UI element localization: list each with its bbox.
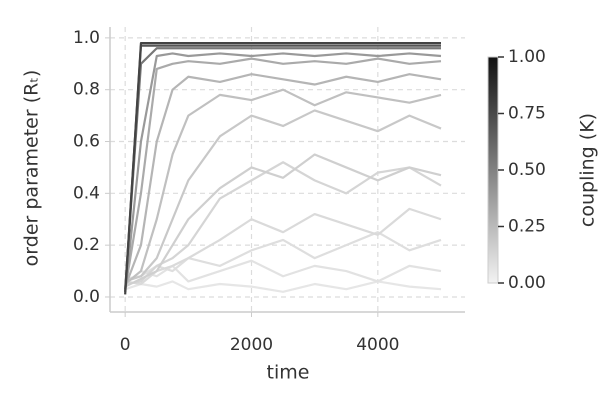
y-tick-label: 0.4 (73, 183, 100, 203)
colorbar-tick-label: 1.00 (508, 47, 546, 67)
colorbar-tick-label: 0.00 (508, 273, 546, 293)
y-tick-label: 0.6 (73, 132, 100, 152)
colorbar (487, 56, 499, 284)
y-tick-label: 0.2 (73, 235, 100, 255)
series-line (124, 161, 442, 286)
x-tick-label: 2000 (230, 335, 273, 355)
series-line (124, 259, 442, 285)
series-line (124, 231, 442, 280)
series-line (124, 57, 442, 290)
series-line (124, 41, 441, 295)
x-tick-label: 4000 (356, 335, 399, 355)
series-line (124, 47, 441, 290)
colorbar-tick-label: 0.50 (508, 160, 546, 180)
series-line (124, 88, 442, 285)
series-line (124, 44, 441, 292)
colorbar-tick-label: 0.75 (508, 104, 546, 124)
colorbar-label: coupling (K) (577, 113, 599, 227)
x-tick-label: 0 (120, 335, 131, 355)
y-tick-label: 0.0 (73, 287, 100, 307)
series-line (124, 280, 442, 293)
series-line (124, 109, 442, 283)
x-axis-label: time (267, 362, 310, 384)
series-line (124, 52, 442, 292)
y-tick-label: 1.0 (73, 28, 100, 48)
y-axis-label: order parameter (Rₜ) (21, 70, 43, 267)
colorbar-tick-label: 0.25 (508, 217, 546, 237)
y-tick-label: 0.8 (73, 80, 100, 100)
series-line (124, 153, 442, 288)
series-line (124, 73, 442, 288)
